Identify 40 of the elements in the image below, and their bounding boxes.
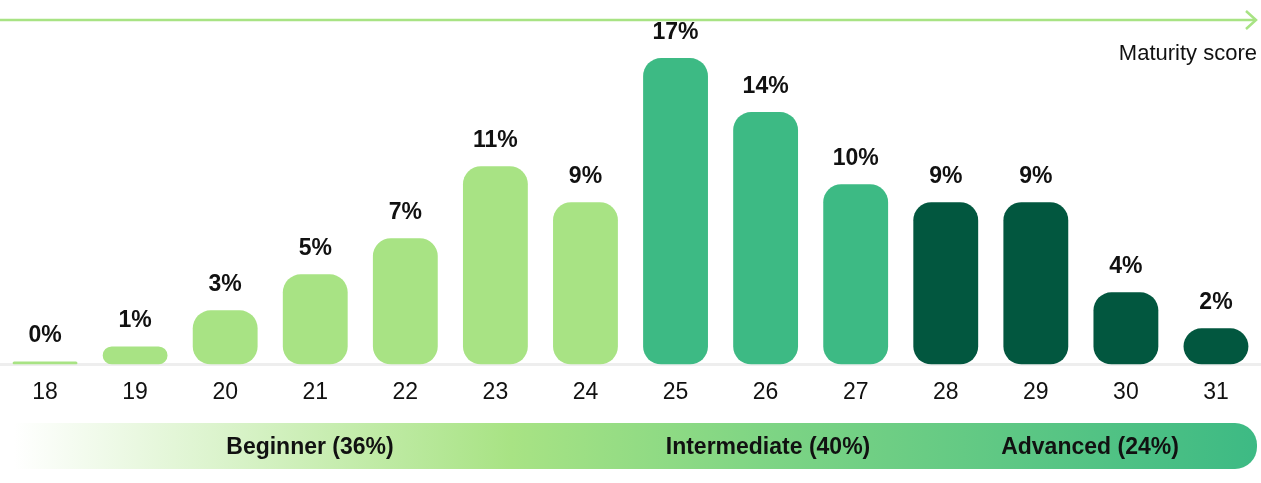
data-label: 9% [1019,162,1053,189]
x-tick-label: 25 [662,377,689,404]
bar [462,166,528,365]
x-tick-label: 28 [932,377,959,404]
x-tick-label: 30 [1113,377,1139,404]
x-tick-label: 29 [1023,377,1049,404]
data-label: 11% [473,126,518,152]
bar [102,346,168,365]
x-tick-label: 21 [302,377,329,404]
x-tick-label: 31 [1203,377,1229,404]
data-label: 3% [208,270,242,297]
x-tick-label: 26 [752,377,779,404]
x-tick-label: 22 [392,377,419,404]
data-label: 1% [118,306,152,333]
bar [282,274,348,365]
data-label: 9% [568,162,603,189]
x-tick-label: 23 [482,377,509,404]
data-label: 2% [1199,288,1233,315]
bar [913,202,979,365]
x-tick-label: 27 [842,377,869,404]
bar [1003,202,1069,365]
x-tick-label: 24 [572,377,599,404]
data-label: 17% [652,17,699,44]
data-label: 14% [742,71,789,98]
x-tick-label: 18 [32,377,58,404]
x-axis-title: Maturity score [1118,40,1257,66]
data-label: 7% [388,198,422,225]
data-label: 4% [1109,252,1143,279]
data-label: 5% [298,234,332,261]
bar [372,238,438,365]
bar [733,112,799,365]
data-label: 9% [929,162,963,189]
bar [643,58,708,365]
x-tick-label: 19 [122,377,148,404]
bar [1093,292,1159,365]
x-tick-label: 20 [212,377,238,404]
bar [553,202,618,365]
data-label: 0% [28,321,62,348]
bar [823,184,889,365]
data-label: 10% [832,144,879,171]
